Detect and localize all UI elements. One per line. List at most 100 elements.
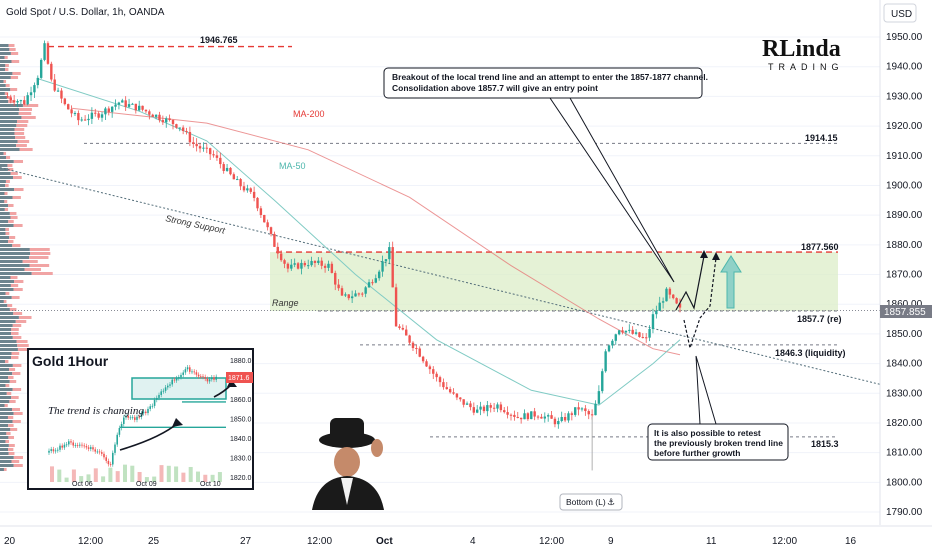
candle-body [320,260,323,266]
time-tick: 12:00 [772,536,797,547]
candle-body [50,63,53,80]
price-tick: 1880.00 [886,240,923,251]
candle-body [459,397,462,400]
currency-label: USD [891,9,912,20]
candle-body [519,417,523,420]
candle-body [232,174,236,180]
candle-body [195,143,198,147]
candle-body [668,288,672,295]
candle-body [19,100,23,102]
candle-body [340,288,344,296]
candle-body [117,102,121,105]
candle-body [536,416,540,418]
candle-body [212,154,215,156]
price-tick: 1850.00 [886,329,923,340]
candle-body [590,414,594,416]
candle-body [513,414,516,417]
candle-body [94,112,97,114]
candle-body [672,294,675,299]
candle-body [638,332,641,337]
inset-time-tick: Oct 06 [72,481,93,488]
time-tick: 25 [148,536,160,547]
candle-body [617,330,621,335]
candle-body [273,233,276,247]
candle-body [249,188,252,192]
candle-body [445,387,448,390]
time-tick: 9 [608,536,614,547]
candle-body [550,415,553,419]
candle-body [584,408,587,412]
candle-body [121,100,124,103]
candle-body [435,373,438,378]
svg-text:Breakout of the local trend li: Breakout of the local trend line and an … [392,72,708,82]
candle-body [350,296,354,299]
candle-body [161,120,165,123]
candle-body [641,336,645,338]
candle-body [472,407,476,413]
candle-body [192,142,195,144]
candle-body [256,197,259,209]
candle-body [533,411,536,417]
current-price: 1857.855 [884,307,926,318]
candle-body [70,109,73,114]
candle-body [503,410,506,413]
candle-body [546,415,550,417]
candle-body [124,100,127,107]
candle-body [114,104,117,107]
candle-body [408,335,411,343]
level-label-1946: 1946.765 [200,35,238,45]
candle-body [526,413,530,420]
candle-body [530,411,533,420]
price-tick: 1790.00 [886,507,923,518]
time-tick: 12:00 [539,536,564,547]
candle-body [489,405,492,408]
candle-body [225,167,229,171]
inset-price-tick: 1880.0 [230,358,252,365]
time-tick: 27 [240,536,252,547]
candle-body [269,227,273,234]
candle-body [259,208,263,215]
candle-body [398,326,401,328]
candle-body [165,118,168,123]
candle-body [361,293,364,295]
candle-body [296,263,300,269]
svg-text:Bottom (L): Bottom (L) [566,497,606,507]
candle-body [469,403,472,408]
candle-body [100,114,104,118]
candle-body [479,406,482,410]
candle-body [131,103,134,105]
candle-body [33,85,36,93]
ma200-line [71,107,681,356]
candle-body [276,246,279,254]
svg-text:the previously broken trend li: the previously broken trend line [654,438,783,448]
time-axis[interactable]: 20 12:00 25 27 12:00 Oct 4 12:00 9 11 12:00 16 [0,525,932,547]
candle-body [543,416,546,419]
annotation-top: Breakout of the local trend line and an … [383,67,708,283]
inset-time-axis: Oct 06 Oct 09 Oct 10 [72,481,221,488]
candle-body [655,310,658,315]
candle-body [665,288,668,302]
candle-body [107,108,110,112]
inset-time-tick: Oct 09 [136,481,157,488]
candle-body [300,262,303,269]
currency-button[interactable] [883,3,917,23]
inset-price-tick: 1840.0 [230,436,252,443]
ma200-label: MA-200 [293,109,325,119]
candle-body [87,118,90,121]
candle-body [144,109,148,112]
candle-body [310,260,313,266]
candle-body [239,179,242,187]
candle-body [266,222,269,228]
price-axis[interactable]: 1790.00 1800.00 1810.00 1820.00 1830.00 1840.… [879,0,923,525]
candle-body [371,282,374,284]
candle-body [53,79,56,91]
candle-body [628,329,631,331]
candle-body [577,407,580,410]
candle-body [138,105,141,111]
anchor-icon: ⚓ [607,498,615,508]
candle-body [394,287,398,327]
candle-body [293,263,296,265]
candle-body [563,416,567,421]
rlinda-logo: RLinda TRADING [762,36,841,72]
